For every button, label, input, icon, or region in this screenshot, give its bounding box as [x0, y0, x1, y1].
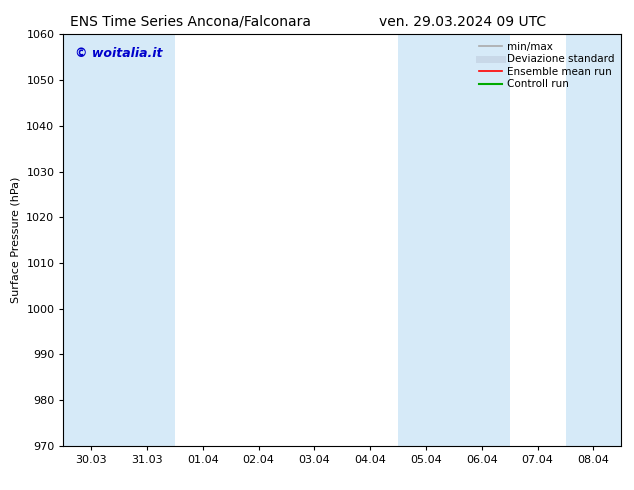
Bar — [398, 34, 454, 446]
Y-axis label: Surface Pressure (hPa): Surface Pressure (hPa) — [11, 177, 21, 303]
Text: ven. 29.03.2024 09 UTC: ven. 29.03.2024 09 UTC — [379, 15, 547, 29]
Bar — [566, 34, 621, 446]
Text: © woitalia.it: © woitalia.it — [75, 47, 162, 60]
Legend: min/max, Deviazione standard, Ensemble mean run, Controll run: min/max, Deviazione standard, Ensemble m… — [477, 40, 616, 92]
Text: ENS Time Series Ancona/Falconara: ENS Time Series Ancona/Falconara — [70, 15, 311, 29]
Bar — [119, 34, 175, 446]
Bar — [454, 34, 510, 446]
Bar — [63, 34, 119, 446]
